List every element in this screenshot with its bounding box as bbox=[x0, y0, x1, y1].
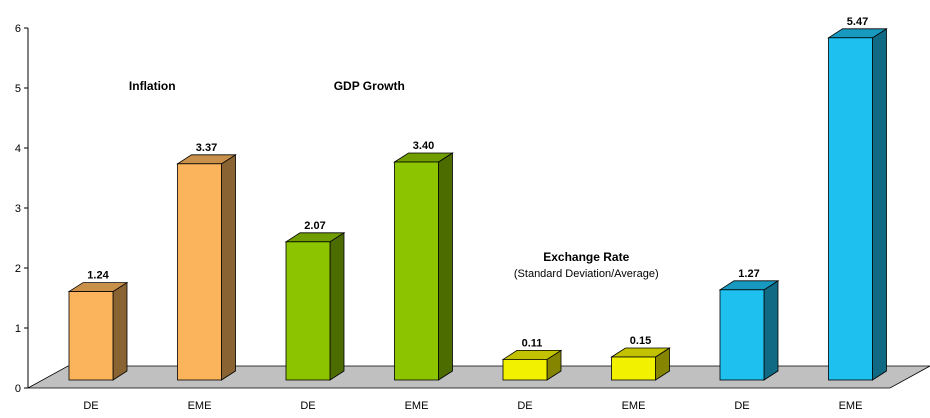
bar bbox=[827, 28, 888, 381]
data-label: 3.40 bbox=[413, 140, 434, 152]
y-tick-label: 1 bbox=[15, 323, 21, 335]
bar bbox=[718, 280, 780, 381]
data-label: 1.27 bbox=[738, 268, 759, 280]
bar-side bbox=[872, 28, 887, 381]
bar bbox=[284, 232, 346, 381]
bar-front bbox=[502, 358, 548, 381]
bar-side bbox=[329, 232, 345, 381]
group-label: Inflation bbox=[129, 79, 176, 93]
bar bbox=[610, 347, 671, 381]
data-label: 1.24 bbox=[87, 270, 109, 282]
x-tick-label: EME bbox=[405, 400, 429, 412]
bar-front bbox=[285, 241, 331, 381]
bar-front bbox=[394, 161, 439, 381]
x-tick-label: DE bbox=[300, 400, 315, 412]
x-tick-label: EME bbox=[188, 400, 212, 412]
bar-front bbox=[68, 291, 114, 381]
bar bbox=[176, 154, 237, 381]
bar-front bbox=[719, 289, 765, 381]
bar-front bbox=[611, 356, 656, 381]
data-label: 2.07 bbox=[304, 220, 325, 232]
bar-side bbox=[221, 154, 236, 381]
data-label: 5.47 bbox=[847, 16, 868, 28]
bar-front bbox=[828, 37, 873, 381]
y-tick-label: 5 bbox=[15, 83, 21, 95]
bar-side bbox=[112, 281, 128, 381]
bar bbox=[67, 281, 129, 381]
group-label: GDP Growth bbox=[334, 79, 405, 93]
bar bbox=[393, 152, 454, 381]
bar bbox=[501, 349, 563, 381]
y-tick-label: 6 bbox=[15, 23, 21, 35]
bar-side bbox=[438, 152, 453, 381]
x-tick-label: EME bbox=[622, 400, 646, 412]
bar-front bbox=[177, 163, 222, 381]
x-tick-label: DE bbox=[517, 400, 532, 412]
x-tick-label: DE bbox=[83, 400, 98, 412]
y-tick-label: 0 bbox=[15, 383, 21, 395]
data-label: 0.11 bbox=[522, 337, 543, 349]
group-label: Exchange Rate bbox=[543, 250, 629, 264]
chart-floor bbox=[27, 365, 930, 389]
y-tick-label: 4 bbox=[15, 143, 21, 155]
y-tick-label: 2 bbox=[15, 263, 21, 275]
data-label: 0.15 bbox=[630, 335, 651, 347]
y-tick-label: 3 bbox=[15, 203, 21, 215]
x-tick-label: DE bbox=[734, 400, 749, 412]
x-tick-label: EME bbox=[839, 400, 863, 412]
data-label: 3.37 bbox=[196, 142, 217, 154]
bar-side bbox=[763, 280, 779, 381]
group-sublabel: (Standard Deviation/Average) bbox=[514, 268, 659, 280]
